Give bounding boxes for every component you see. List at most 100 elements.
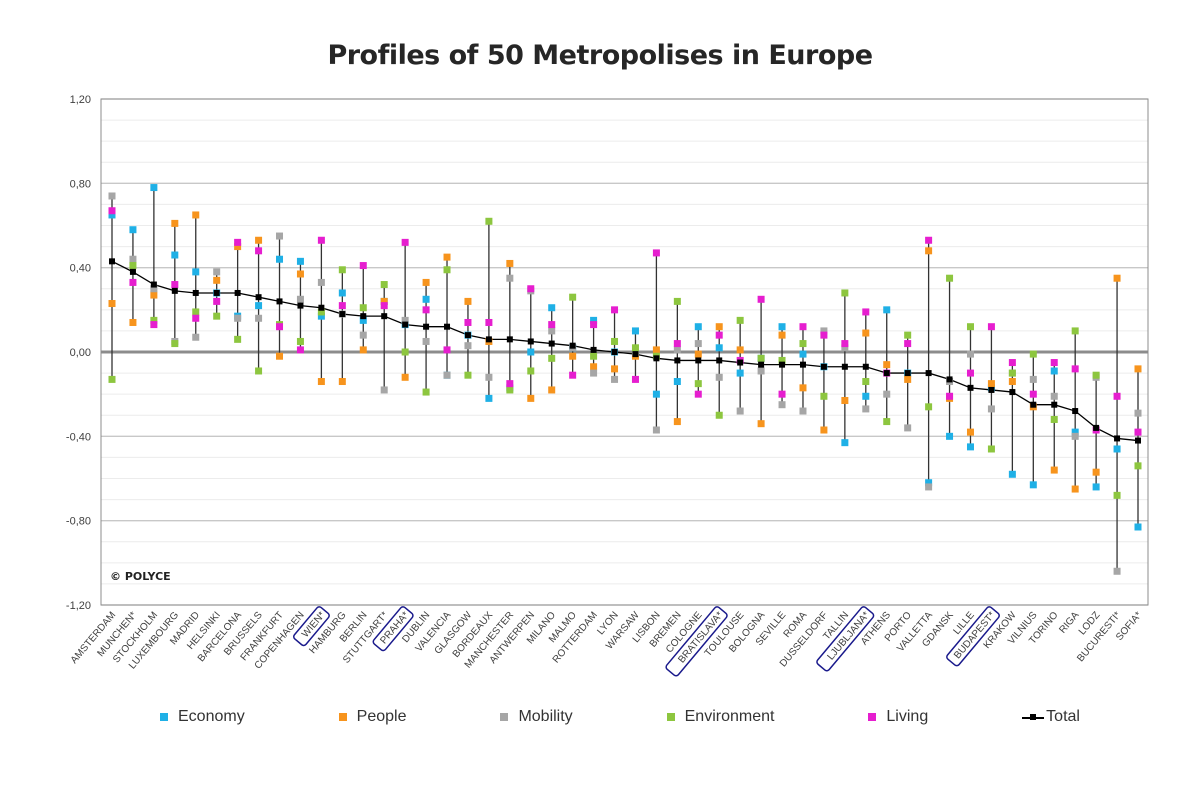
- environment-point: [150, 316, 158, 324]
- legend-item-environment: Environment: [666, 708, 774, 726]
- mobility-point: [548, 327, 556, 335]
- total-point: [904, 370, 911, 377]
- environment-point: [317, 308, 325, 316]
- environment-point: [234, 335, 242, 343]
- y-tick-label: 1,20: [70, 94, 91, 106]
- people-point: [1071, 485, 1079, 493]
- living-point: [338, 302, 346, 310]
- economy-point: [715, 344, 723, 352]
- mobility-point: [673, 346, 681, 354]
- legend: Economy People Mobility Environment Livi…: [160, 708, 1080, 726]
- people-point: [422, 278, 430, 286]
- people-point: [966, 428, 974, 436]
- living-swatch-icon: [868, 713, 877, 721]
- living-point: [234, 238, 242, 246]
- economy-point: [1050, 367, 1058, 375]
- people-point: [1113, 274, 1121, 282]
- living-point: [590, 321, 598, 329]
- legend-label: Total: [1046, 708, 1080, 725]
- people-swatch-icon: [338, 713, 347, 721]
- total-point: [862, 363, 869, 370]
- environment-point: [1050, 415, 1058, 423]
- environment-point: [1008, 369, 1016, 377]
- living-point: [841, 340, 849, 348]
- economy-point: [1008, 470, 1016, 478]
- environment-point: [987, 445, 995, 453]
- living-point: [171, 281, 179, 289]
- economy-point: [527, 348, 535, 356]
- living-point: [715, 331, 723, 339]
- mobility-point: [987, 405, 995, 413]
- environment-point: [862, 378, 870, 386]
- living-point: [987, 323, 995, 331]
- people-point: [506, 259, 514, 267]
- living-point: [108, 207, 116, 215]
- people-point: [883, 361, 891, 369]
- environment-point: [715, 411, 723, 419]
- environment-point: [443, 266, 451, 274]
- people-point: [171, 219, 179, 227]
- economy-point: [631, 327, 639, 335]
- environment-swatch-icon: [666, 713, 675, 721]
- economy-point: [736, 369, 744, 377]
- mobility-point: [694, 340, 702, 348]
- mobility-point: [276, 232, 284, 240]
- living-point: [611, 306, 619, 314]
- mobility-point: [820, 327, 828, 335]
- environment-point: [820, 392, 828, 400]
- total-point: [758, 361, 765, 368]
- environment-point: [925, 403, 933, 411]
- people-point: [652, 346, 660, 354]
- total-point: [444, 323, 451, 330]
- people-point: [778, 331, 786, 339]
- mobility-point: [359, 331, 367, 339]
- environment-point: [171, 340, 179, 348]
- people-point: [925, 247, 933, 255]
- y-tick-label: 0,00: [70, 347, 91, 359]
- environment-point: [590, 352, 598, 360]
- environment-point: [380, 281, 388, 289]
- economy-point: [255, 302, 263, 310]
- people-point: [987, 380, 995, 388]
- people-point: [799, 384, 807, 392]
- living-point: [904, 340, 912, 348]
- economy-point: [338, 289, 346, 297]
- total-point: [737, 359, 744, 366]
- environment-point: [1113, 491, 1121, 499]
- mobility-point: [966, 350, 974, 358]
- total-point: [1030, 401, 1037, 408]
- environment-point: [1134, 462, 1142, 470]
- economy-point: [129, 226, 137, 234]
- people-point: [757, 420, 765, 428]
- mobility-point: [506, 274, 514, 282]
- people-point: [736, 346, 744, 354]
- legend-label: People: [356, 708, 407, 725]
- people-point: [213, 276, 221, 284]
- total-point: [611, 349, 618, 355]
- highlight-box: [816, 606, 875, 672]
- total-point: [360, 313, 367, 320]
- economy-point: [862, 392, 870, 400]
- living-point: [1071, 365, 1079, 373]
- living-point: [527, 285, 535, 293]
- total-point: [653, 355, 660, 362]
- people-point: [234, 243, 242, 251]
- mobility-point: [841, 344, 849, 352]
- economy-swatch-icon: [160, 713, 168, 721]
- total-point: [402, 321, 409, 328]
- environment-point: [213, 312, 221, 320]
- mobility-point: [443, 371, 451, 379]
- economy-point: [673, 378, 681, 386]
- environment-point: [966, 323, 974, 331]
- economy-point: [883, 306, 891, 314]
- total-line: [111, 260, 1139, 442]
- people-point: [129, 318, 137, 326]
- people-point: [548, 386, 556, 394]
- environment-point: [108, 375, 116, 383]
- environment-point: [548, 354, 556, 362]
- living-point: [464, 318, 472, 326]
- environment-point: [799, 340, 807, 348]
- total-point: [1093, 424, 1100, 431]
- living-point: [296, 346, 304, 354]
- mobility-point: [213, 268, 221, 276]
